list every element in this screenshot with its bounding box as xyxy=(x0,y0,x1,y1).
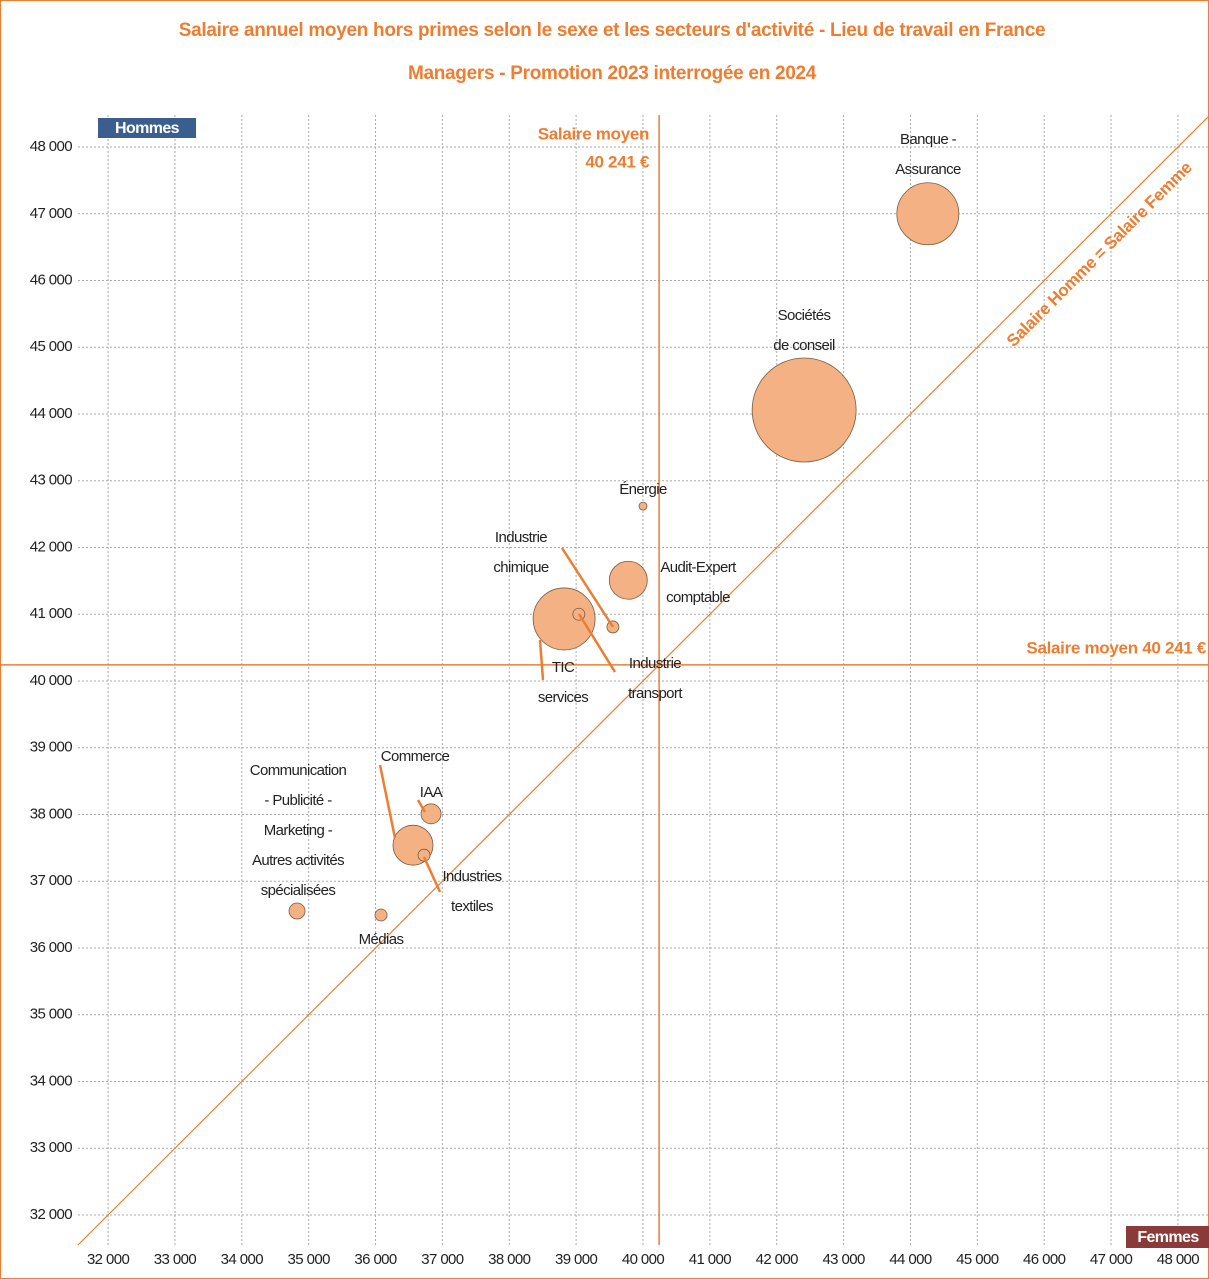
bubble-label: Autres activités xyxy=(252,852,344,869)
y-tick-label: 42 000 xyxy=(30,538,73,555)
y-tick-label: 41 000 xyxy=(30,605,73,622)
bubble xyxy=(896,182,960,246)
bubble-label: Marketing - xyxy=(264,822,333,839)
x-tick-label: 47 000 xyxy=(1090,1251,1133,1268)
y-tick-label: 34 000 xyxy=(30,1072,73,1089)
bubble xyxy=(638,501,648,511)
x-tick-label: 34 000 xyxy=(221,1251,264,1268)
chart-title: Managers - Promotion 2023 interrogée en … xyxy=(408,63,817,84)
bubble-label: Audit-Expert xyxy=(660,559,737,576)
corner-box xyxy=(98,118,196,138)
y-tick-label: 38 000 xyxy=(30,805,73,822)
y-tick-label: 35 000 xyxy=(30,1006,73,1023)
bubble xyxy=(288,902,306,920)
leader-line xyxy=(577,613,617,673)
x-tick-label: 38 000 xyxy=(488,1251,531,1268)
bubble-label: transport xyxy=(628,685,683,702)
bubble-label: Industrie xyxy=(629,655,681,672)
corner-label: Hommes xyxy=(115,120,180,137)
x-tick-label: 46 000 xyxy=(1023,1251,1066,1268)
y-tick-label: 36 000 xyxy=(30,939,73,956)
bubble-label: Énergie xyxy=(619,481,667,498)
x-tick-label: 42 000 xyxy=(756,1251,799,1268)
chart-title: Salaire annuel moyen hors primes selon l… xyxy=(179,20,1046,41)
bubble-label: Banque - xyxy=(900,131,957,148)
bubble-label: spécialisées xyxy=(261,882,336,899)
y-tick-label: 46 000 xyxy=(30,271,73,288)
y-tick-label: 47 000 xyxy=(30,205,73,222)
x-tick-label: 37 000 xyxy=(421,1251,464,1268)
bubble xyxy=(420,803,442,825)
bubble-label: comptable xyxy=(666,589,730,606)
mean-label: Salaire moyen xyxy=(538,124,649,143)
bubble xyxy=(751,357,857,463)
bubble xyxy=(417,848,431,862)
x-tick-label: 43 000 xyxy=(822,1251,865,1268)
y-tick-label: 44 000 xyxy=(30,405,73,422)
y-tick-label: 43 000 xyxy=(30,472,73,489)
bubble-label: chimique xyxy=(493,559,548,576)
mean-label: Salaire moyen 40 241 € xyxy=(1026,638,1206,657)
equality-line xyxy=(77,116,1209,1246)
bubble-label: IAA xyxy=(420,784,443,801)
x-tick-label: 32 000 xyxy=(87,1251,130,1268)
x-tick-label: 48 000 xyxy=(1157,1251,1200,1268)
x-tick-label: 41 000 xyxy=(689,1251,732,1268)
x-tick-label: 45 000 xyxy=(956,1251,999,1268)
y-tick-label: 45 000 xyxy=(30,338,73,355)
bubble-label: textiles xyxy=(451,898,493,915)
bubble-label: Médias xyxy=(359,931,404,948)
bubble-label: Industries xyxy=(442,868,501,885)
mean-label: 40 241 € xyxy=(585,152,650,171)
x-tick-label: 36 000 xyxy=(354,1251,397,1268)
bubble-label: Sociétés xyxy=(778,307,831,324)
y-tick-label: 40 000 xyxy=(30,672,73,689)
leader-line xyxy=(378,764,397,839)
x-tick-label: 39 000 xyxy=(555,1251,598,1268)
bubble-label: - Publicité - xyxy=(264,792,332,809)
corner-box xyxy=(1126,1226,1209,1248)
bubble xyxy=(608,560,648,600)
bubble-label: TIC xyxy=(552,659,575,676)
y-tick-label: 39 000 xyxy=(30,739,73,756)
bubble xyxy=(374,908,388,922)
equality-label: Salaire Homme = Salaire Femme xyxy=(1003,158,1196,351)
bubble-label: Commerce xyxy=(381,748,450,765)
bubble-label: Assurance xyxy=(895,161,961,178)
x-tick-label: 44 000 xyxy=(889,1251,932,1268)
bubble xyxy=(532,587,596,651)
leader-line xyxy=(560,547,615,628)
x-tick-label: 33 000 xyxy=(154,1251,197,1268)
leader-line xyxy=(416,799,427,813)
x-tick-label: 40 000 xyxy=(622,1251,665,1268)
y-tick-label: 33 000 xyxy=(30,1139,73,1156)
y-tick-label: 32 000 xyxy=(30,1206,73,1223)
bubble-label: services xyxy=(538,689,588,706)
x-tick-label: 35 000 xyxy=(288,1251,331,1268)
leader-line xyxy=(538,639,545,681)
leader-line xyxy=(422,856,442,893)
y-tick-label: 37 000 xyxy=(30,872,73,889)
bubble-label: Communication xyxy=(250,762,347,779)
y-tick-label: 48 000 xyxy=(30,138,73,155)
bubble-label: de conseil xyxy=(773,337,835,354)
corner-label: Femmes xyxy=(1137,1229,1199,1246)
bubble-label: Industrie xyxy=(495,529,547,546)
